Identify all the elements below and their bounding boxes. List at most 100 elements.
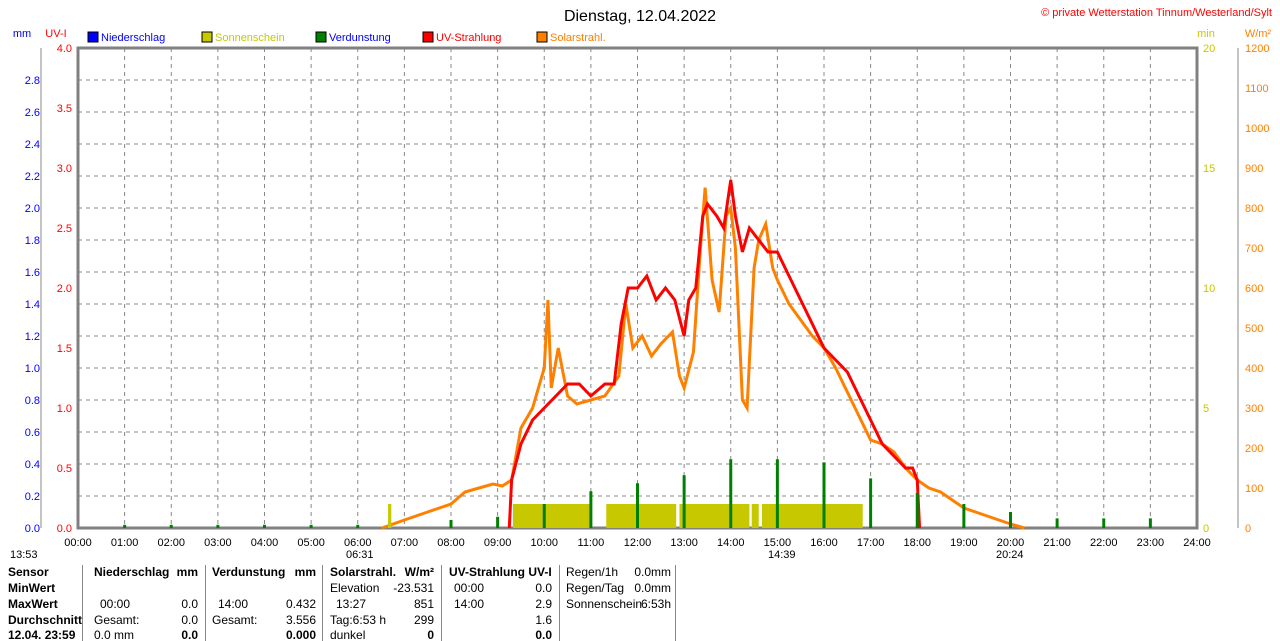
tick-label-mm: 1.6 [25,267,40,279]
table-cell: Regen/1h [566,565,619,579]
row-label: Sensor [8,565,49,579]
x-tick-label: 16:00 [810,537,838,549]
tick-label-uv: 2.5 [57,223,72,235]
x-tick-label: 06:00 [344,537,372,549]
tick-label-mm: 2.2 [25,171,40,183]
legend-label: Solarstrahl. [550,32,606,44]
sunshine-bar [513,504,591,528]
tick-label-min: 20 [1203,43,1215,55]
x-tick-label: 22:00 [1090,537,1118,549]
axis-label-mm: mm [13,28,31,40]
table-cell: Tag:6:53 h [330,613,387,627]
tick-label-wm2: 900 [1245,163,1263,175]
legend-label: Verdunstung [329,32,391,44]
tick-label-wm2: 700 [1245,243,1263,255]
table-cell: 0.0mm [634,581,671,595]
table-cell: 0.0 [535,628,552,641]
tick-label-wm2: 0 [1245,523,1251,535]
x-tick-label: 23:00 [1137,537,1165,549]
tick-label-mm: 0.4 [25,459,40,471]
legend-label: UV-Strahlung [436,32,501,44]
sunset-time: 20:24 [996,549,1024,561]
x-tick-label: 17:00 [857,537,885,549]
sunshine-bar [388,504,392,528]
table-cell: Gesamt: [94,613,140,627]
tick-label-wm2: 800 [1245,203,1263,215]
table-cell: Niederschlag [94,565,170,579]
tick-label-min: 5 [1203,403,1209,415]
tick-label-wm2: 1200 [1245,43,1269,55]
chart-title: Dienstag, 12.04.2022 [564,8,716,25]
tick-label-min: 15 [1203,163,1215,175]
tick-label-mm: 0.0 [25,523,40,535]
tick-label-mm: 1.2 [25,331,40,343]
table-cell: W/m² [404,565,434,579]
x-tick-label: 15:00 [764,537,792,549]
axis-label-wm2: W/m² [1245,28,1272,40]
x-tick-label: 01:00 [111,537,139,549]
legend-label: Niederschlag [101,32,165,44]
legend-swatch [315,31,327,43]
chart: Dienstag, 12.04.2022 © private Wetterstat… [10,7,1272,561]
tick-label-wm2: 100 [1245,483,1263,495]
tick-label-mm: 2.4 [25,139,40,151]
tick-label-uv: 1.0 [57,403,72,415]
legend-label: Sonnenschein [215,32,285,44]
table-cell: UV-Strahlung UV-I [449,565,552,579]
table-cell: 0.0 [535,581,552,595]
table-cell: Sonnenschein [566,597,643,611]
table-cell: 13:27 [336,597,367,611]
table-cell: 2.9 [535,597,552,611]
table-cell: 0.432 [285,597,316,611]
tick-label-uv: 3.5 [57,103,72,115]
x-tick-label: 04:00 [251,537,279,549]
x-tick-label: 00:00 [64,537,92,549]
x-tick-label: 10:00 [530,537,558,549]
tick-label-mm: 1.4 [25,299,40,311]
table-cell: mm [176,565,198,579]
table-cell: 1.6 [535,613,552,627]
copyright-text: © private Wetterstation Tinnum/Westerlan… [1041,7,1272,19]
tick-label-min: 10 [1203,283,1215,295]
row-label: 12.04. 23:59 [8,628,76,641]
tick-label-mm: 2.6 [25,107,40,119]
row-label: MaxWert [8,597,58,611]
series-line-solarstrahl [381,187,1025,530]
tick-label-uv: 4.0 [57,43,72,55]
table-cell: mm [294,565,316,579]
x-tick-label: 09:00 [484,537,512,549]
x-tick-label: 02:00 [157,537,185,549]
tick-label-wm2: 1000 [1245,123,1269,135]
row-label: MinWert [8,581,56,595]
tick-label-wm2: 200 [1245,443,1263,455]
tick-label-wm2: 400 [1245,363,1263,375]
x-tick-label: 18:00 [903,537,931,549]
sunrise-time: 06:31 [346,549,374,561]
table-cell: dunkel [330,628,366,641]
tick-label-mm: 1.0 [25,363,40,375]
table-cell: 0 [427,628,434,641]
legend-swatch [536,31,548,43]
series-line-uvstrahlung [507,179,922,529]
table-cell: 00:00 [454,581,485,595]
x-tick-label: 21:00 [1043,537,1071,549]
table-cell: 6:53h [640,597,671,611]
table-cell: 14:00 [218,597,249,611]
tick-label-uv: 0.5 [57,463,72,475]
table-cell: 3.556 [285,613,316,627]
table-cell: 0.0mm [634,565,671,579]
tick-label-wm2: 600 [1245,283,1263,295]
table-cell: Solarstrahl. [330,565,397,579]
x-tick-label: 11:00 [578,537,605,549]
x-tick-label: 13:00 [670,537,698,549]
table-cell: Gesamt: [212,613,258,627]
table-cell: 851 [413,597,434,611]
table-cell: 0.000 [285,628,316,641]
tick-label-mm: 2.0 [25,203,40,215]
x-tick-label: 20:00 [997,537,1025,549]
marker-time: 14:39 [768,549,796,561]
table-cell: 0.0 [181,597,198,611]
row-label: Durchschnitt [8,613,83,627]
legend-swatch [87,31,99,43]
